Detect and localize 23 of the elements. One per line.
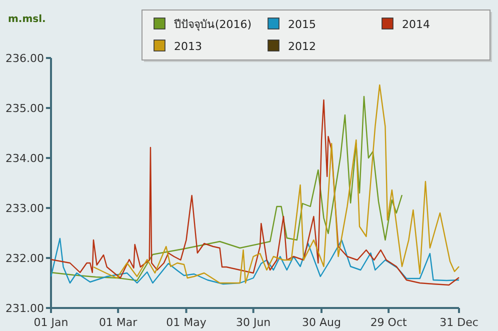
x-tick-label: 31 Dec (440, 316, 478, 329)
y-tick-label: 231.00 (6, 302, 44, 315)
legend-label: 2014 (402, 18, 430, 31)
legend-label: 2012 (288, 40, 316, 53)
legend-label: 2013 (174, 40, 202, 53)
x-tick-label: 30 Jun (236, 316, 271, 329)
y-axis-title: m.msl. (8, 14, 46, 25)
x-tick-label: 30 Aug (302, 316, 341, 329)
line-series (50, 99, 460, 286)
legend-label: ปีปัจจุบัน(2016) (173, 18, 252, 31)
line-series (92, 84, 460, 284)
line-series (50, 238, 460, 285)
y-tick-label: 233.00 (6, 202, 44, 215)
y-tick-label: 232.00 (6, 252, 44, 265)
x-tick-label: 01 May (166, 316, 207, 329)
legend-label: 2015 (288, 18, 316, 31)
x-tick-label: 01 Mar (98, 316, 138, 329)
y-tick-label: 234.00 (6, 152, 44, 165)
x-tick-label: 29 Oct (370, 316, 408, 329)
x-tick-label: 01 Jan (34, 316, 68, 329)
y-tick-label: 236.00 (6, 52, 44, 65)
line-series (50, 96, 403, 282)
y-tick-label: 235.00 (6, 102, 44, 115)
